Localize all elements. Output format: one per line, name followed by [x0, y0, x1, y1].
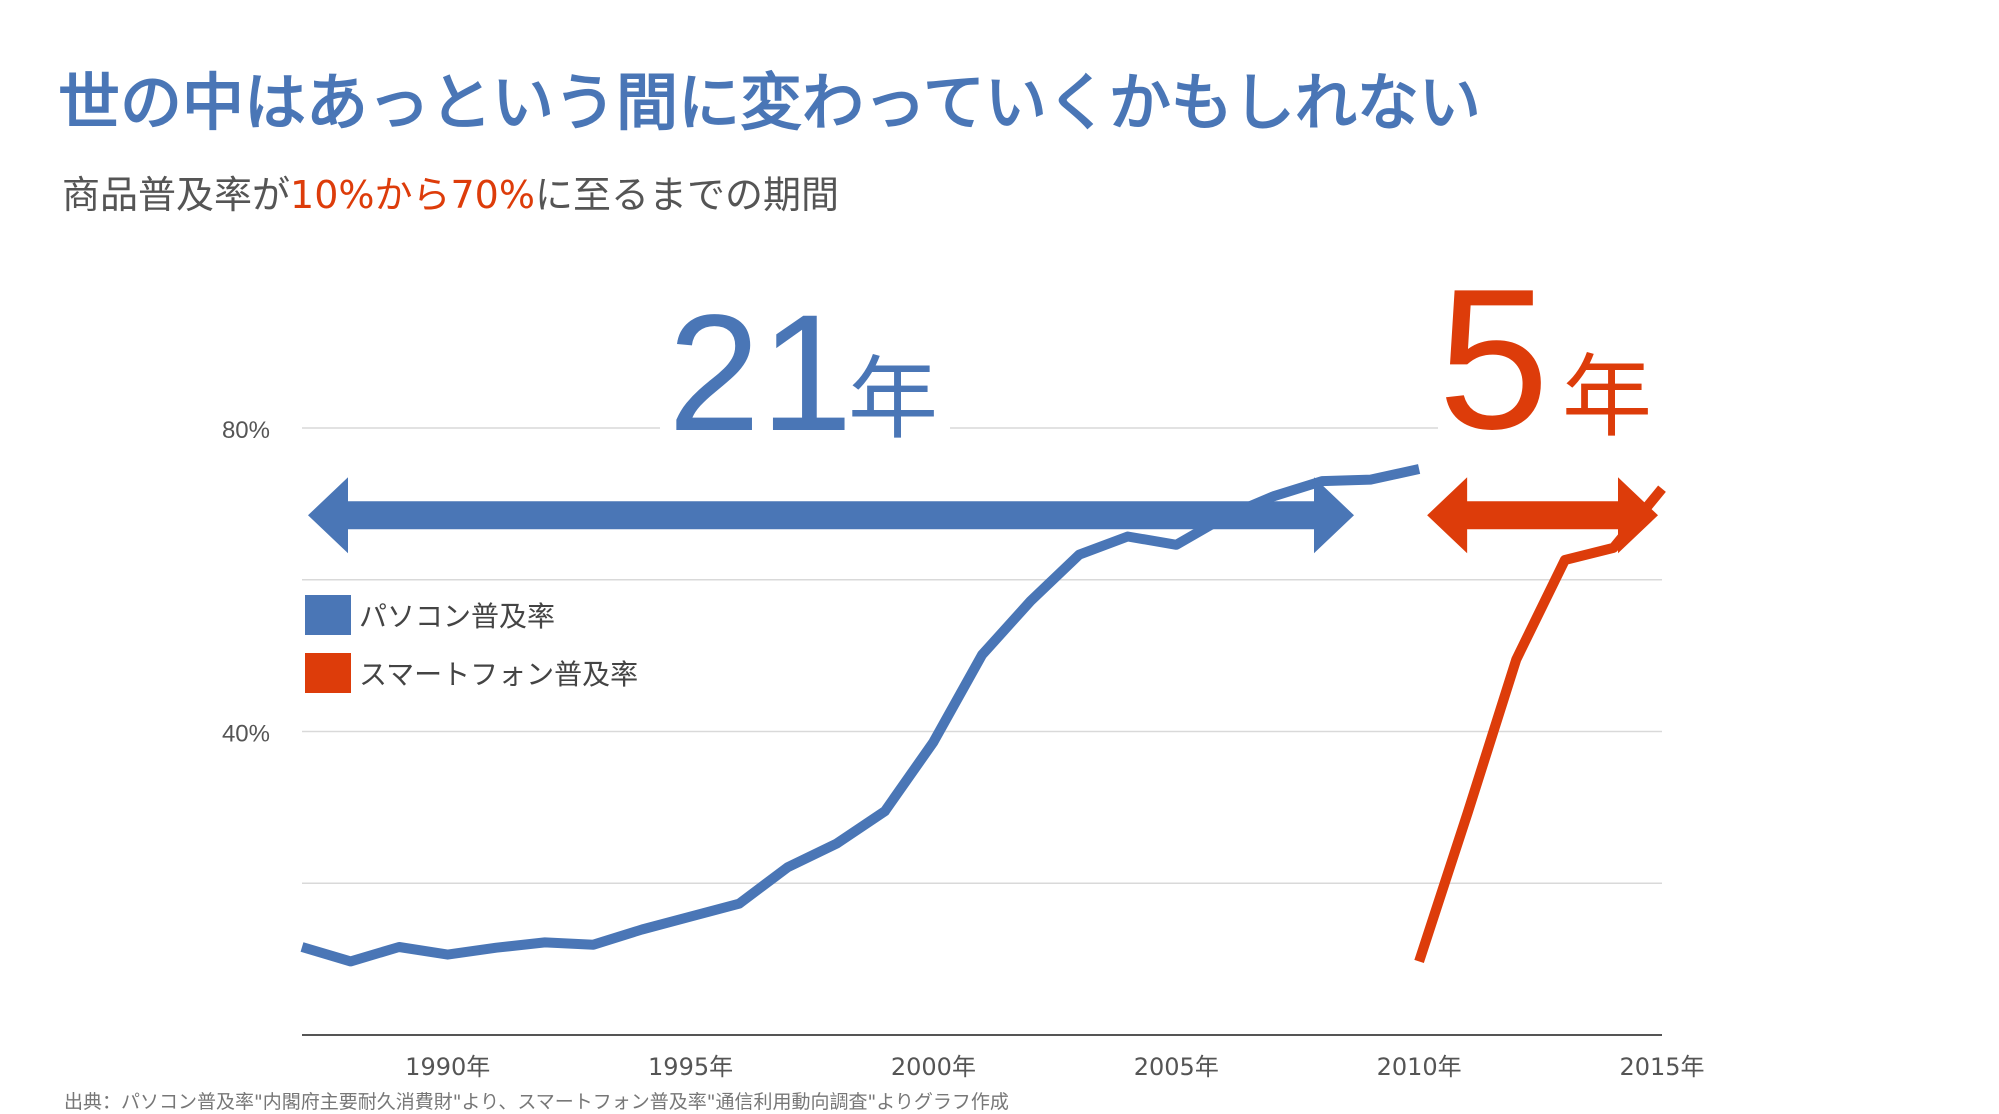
- slide-title: 世の中はあっという間に変わっていくかもしれない: [58, 66, 1481, 139]
- label-backdrop-pc: [660, 300, 950, 450]
- annotation-layer: 21年 5 年: [308, 248, 1668, 554]
- span-arrow-smartphone: [1427, 477, 1658, 554]
- span-unit-smartphone: 年: [1562, 345, 1652, 450]
- legend-label-smartphone: スマートフォン普及率: [359, 658, 639, 691]
- legend-swatch-pc: [305, 595, 351, 635]
- slide-subtitle: 商品普及率が10%から70%に至るまでの期間: [62, 164, 839, 219]
- subtitle-prefix: 商品普及率が: [62, 173, 291, 217]
- y-tick-label: 40%: [222, 721, 270, 748]
- legend-item-pc: パソコン普及率: [305, 592, 638, 638]
- legend-label-pc: パソコン普及率: [359, 600, 556, 633]
- x-tick-label: 2000年: [891, 1053, 976, 1081]
- y-tick-label: 80%: [222, 417, 270, 444]
- subtitle-highlight: 10%から70%: [290, 173, 535, 217]
- axis-layer: 40% 80% 1990年 1995年 2000年 2005年 2010年 2015年: [222, 417, 1705, 1081]
- x-tick-label: 1990年: [405, 1053, 490, 1081]
- x-tick-label: 1995年: [648, 1053, 733, 1081]
- series-line-pc: [300, 464, 1421, 967]
- legend-swatch-smartphone: [305, 653, 351, 693]
- chart-legend: パソコン普及率 スマートフォン普及率: [305, 592, 638, 708]
- x-tick-label: 2010年: [1377, 1053, 1462, 1081]
- x-tick-label: 2005年: [1134, 1053, 1219, 1081]
- x-tick-label: 2015年: [1619, 1053, 1704, 1081]
- subtitle-suffix: に至るまでの期間: [534, 173, 839, 217]
- span-unit-pc: 年: [848, 347, 938, 452]
- series-line-smartphone: [1414, 485, 1666, 963]
- label-backdrop-smartphone: [1438, 260, 1668, 438]
- source-note: 出典：パソコン普及率"内閣府主要耐久消費財"より、スマートフォン普及率"通信利用…: [64, 1091, 1009, 1113]
- span-label-pc: 21: [668, 281, 853, 466]
- span-arrow-pc: [308, 477, 1354, 554]
- legend-item-smartphone: スマートフォン普及率: [305, 650, 638, 696]
- span-label-smartphone: 5: [1438, 248, 1549, 471]
- grid-layer: [302, 427, 1662, 884]
